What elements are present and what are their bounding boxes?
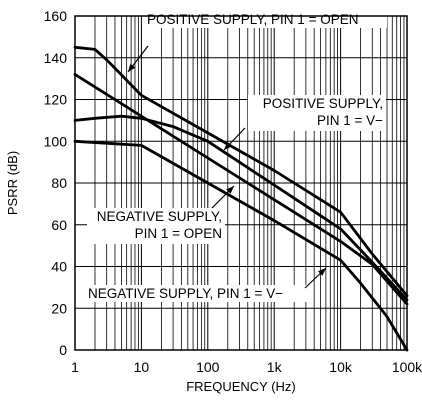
annotation-label: PIN 1 = V− xyxy=(317,113,383,128)
y-tick-label: 100 xyxy=(44,133,68,149)
tick-labels: 0 20 40 60 80 100 120 140 160 1 10 100 1k 10k 100k xyxy=(44,8,422,375)
x-tick-label: 100 xyxy=(196,359,220,375)
series-layer xyxy=(73,45,409,352)
y-tick-label: 20 xyxy=(51,300,67,316)
annotation-neg-open: NEGATIVE SUPPLY, PIN 1 = OPEN xyxy=(87,185,235,244)
series-line-4 xyxy=(73,139,409,352)
y-tick-label: 140 xyxy=(44,50,68,66)
y-tick-label: 80 xyxy=(51,175,67,191)
x-axis-title: FREQUENCY (Hz) xyxy=(186,379,296,394)
y-tick-label: 120 xyxy=(44,92,68,108)
annotation-pos-open: POSITIVE SUPPLY, PIN 1 = OPEN xyxy=(127,11,387,73)
y-tick-label: 60 xyxy=(51,217,67,233)
annotations: POSITIVE SUPPLY, PIN 1 = OPEN POSITIVE SU… xyxy=(85,11,387,302)
y-tick-label: 160 xyxy=(44,8,68,24)
annotation-label: PIN 1 = OPEN xyxy=(135,226,222,241)
annotation-background xyxy=(248,95,386,131)
y-tick-label: 0 xyxy=(59,342,67,358)
plot-frame xyxy=(74,15,408,351)
arrowhead xyxy=(128,63,136,72)
x-tick-label: 1k xyxy=(267,359,283,375)
annotation-label: NEGATIVE SUPPLY, xyxy=(97,209,222,224)
annotation-label: POSITIVE SUPPLY, xyxy=(263,96,383,111)
x-tick-label: 10k xyxy=(329,359,353,375)
annotation-label: POSITIVE SUPPLY, PIN 1 = OPEN xyxy=(147,12,358,27)
annotation-background xyxy=(85,285,310,302)
x-tick-label: 1 xyxy=(71,359,79,375)
series-line-3 xyxy=(73,73,409,306)
annotation-label: NEGATIVE SUPPLY, PIN 1 = V− xyxy=(88,286,283,301)
arrowhead xyxy=(226,186,234,194)
annotation-pos-vminus: POSITIVE SUPPLY, PIN 1 = V− xyxy=(223,95,386,151)
annotation-neg-vminus: NEGATIVE SUPPLY, PIN 1 = V− xyxy=(85,267,327,302)
series-line-2 xyxy=(73,114,409,302)
arrowhead xyxy=(224,142,232,150)
x-tick-label: 100k xyxy=(392,359,422,375)
series-line-1 xyxy=(73,45,409,298)
arrowhead xyxy=(318,268,326,276)
annotation-background xyxy=(87,208,225,244)
y-axis-title: PSRR (dB) xyxy=(5,151,20,215)
y-tick-label: 40 xyxy=(51,259,67,275)
x-tick-label: 10 xyxy=(134,359,150,375)
